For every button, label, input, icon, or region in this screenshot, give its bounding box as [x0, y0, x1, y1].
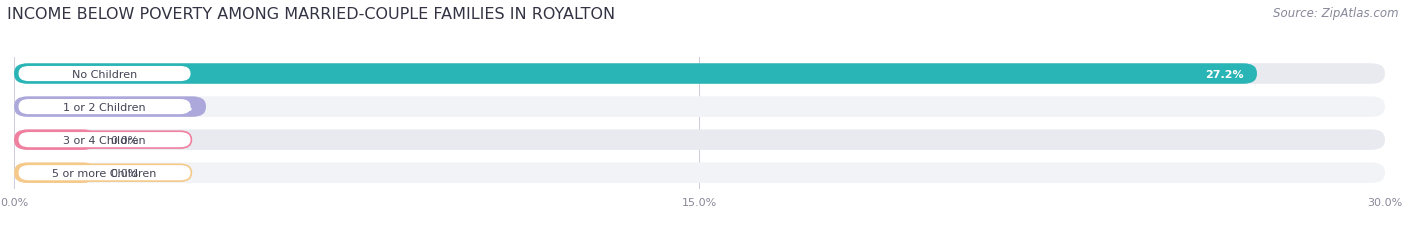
Text: 0.0%: 0.0% — [110, 168, 138, 178]
Text: 0.0%: 0.0% — [110, 135, 138, 145]
Text: 3 or 4 Children: 3 or 4 Children — [63, 135, 146, 145]
FancyBboxPatch shape — [18, 132, 191, 148]
FancyBboxPatch shape — [14, 130, 97, 150]
Text: 1 or 2 Children: 1 or 2 Children — [63, 102, 146, 112]
FancyBboxPatch shape — [14, 64, 1257, 84]
Text: Source: ZipAtlas.com: Source: ZipAtlas.com — [1274, 7, 1399, 20]
Text: 4.2%: 4.2% — [162, 102, 193, 112]
FancyBboxPatch shape — [14, 163, 1385, 183]
FancyBboxPatch shape — [18, 66, 191, 82]
FancyBboxPatch shape — [18, 99, 191, 116]
Text: 27.2%: 27.2% — [1205, 69, 1243, 79]
FancyBboxPatch shape — [14, 163, 97, 183]
Text: INCOME BELOW POVERTY AMONG MARRIED-COUPLE FAMILIES IN ROYALTON: INCOME BELOW POVERTY AMONG MARRIED-COUPL… — [7, 7, 616, 22]
FancyBboxPatch shape — [14, 97, 207, 117]
FancyBboxPatch shape — [14, 64, 1385, 84]
Text: 5 or more Children: 5 or more Children — [52, 168, 156, 178]
FancyBboxPatch shape — [18, 165, 191, 181]
Text: No Children: No Children — [72, 69, 138, 79]
FancyBboxPatch shape — [14, 97, 1385, 117]
FancyBboxPatch shape — [14, 130, 1385, 150]
